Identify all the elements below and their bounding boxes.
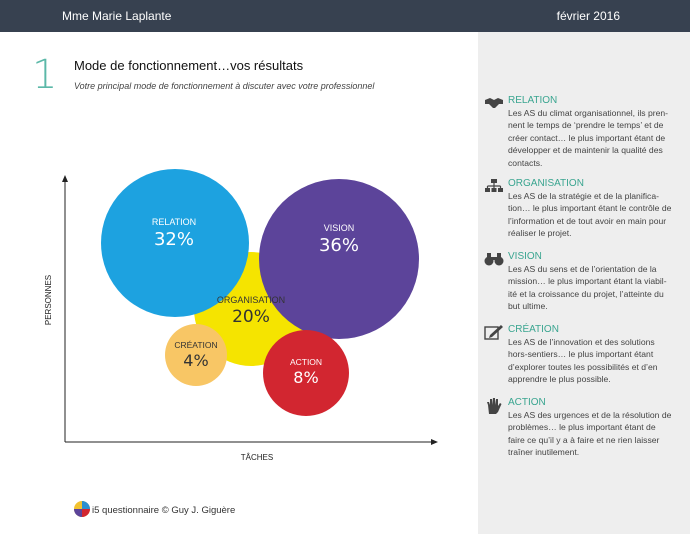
x-axis-arrow: [431, 439, 438, 445]
bubble-label: RELATION: [152, 217, 196, 227]
hand-icon: [484, 397, 504, 415]
legend-description: Les AS de l’innovation et des solutions …: [508, 337, 658, 385]
page-subtitle: Votre principal mode de fonctionnement à…: [74, 81, 375, 91]
handshake-icon: [484, 95, 504, 113]
bubble-creation: [165, 324, 227, 386]
bubble-value: 8%: [293, 368, 318, 387]
y-axis-arrow: [62, 175, 68, 182]
bubble-chart: ORGANISATION 20% RELATION 32% VISION 36% CRÉAT…: [44, 169, 438, 462]
legend-description: Les AS des urgences et de la résolution …: [508, 410, 672, 458]
bubble-value: 36%: [319, 235, 359, 256]
report-date: février 2016: [556, 9, 620, 23]
footer-text: questionnaire © Guy J. Giguère: [102, 505, 236, 516]
bubble-vision: [259, 179, 419, 339]
footer-copyright: i5 questionnaire © Guy J. Giguère: [92, 505, 235, 516]
top-bar: Mme Marie Laplante février 2016: [0, 0, 690, 32]
legend-description: Les AS du sens et de l’orientation de la…: [508, 264, 667, 312]
bubble-label: ORGANISATION: [217, 295, 285, 305]
y-axis-label: PERSONNES: [44, 275, 53, 325]
legend-title: VISION: [508, 251, 542, 262]
section-number: 1: [32, 52, 58, 98]
page-title: Mode de fonctionnement…vos résultats: [74, 58, 304, 73]
x-axis-label: TÂCHES: [241, 453, 273, 462]
bubble-relation: [101, 169, 249, 317]
bubble-action: [263, 330, 349, 416]
legend-sidebar: [478, 32, 690, 534]
legend-title: CRÉATION: [508, 324, 559, 335]
bubble-value: 32%: [154, 229, 194, 250]
legend-title: RELATION: [508, 95, 558, 106]
legend-description: Les AS du climat organisationnel, ils pr…: [508, 108, 669, 168]
bubble-value: 20%: [232, 307, 270, 327]
bubble-value: 4%: [183, 351, 208, 370]
client-name: Mme Marie Laplante: [62, 9, 172, 23]
binoculars-icon: [484, 251, 504, 269]
pencil-edit-icon: [484, 324, 504, 342]
legend-title: ORGANISATION: [508, 178, 584, 189]
bubble-label: VISION: [324, 223, 355, 233]
legend-description: Les AS de la stratégie et de la planific…: [508, 191, 672, 239]
logo-icon: [74, 501, 90, 517]
bubble-label: ACTION: [290, 357, 322, 367]
legend-title: ACTION: [508, 397, 546, 408]
org-chart-icon: [484, 178, 504, 196]
bubble-label: CRÉATION: [174, 340, 217, 350]
footer-logo-text: i5: [92, 505, 100, 516]
